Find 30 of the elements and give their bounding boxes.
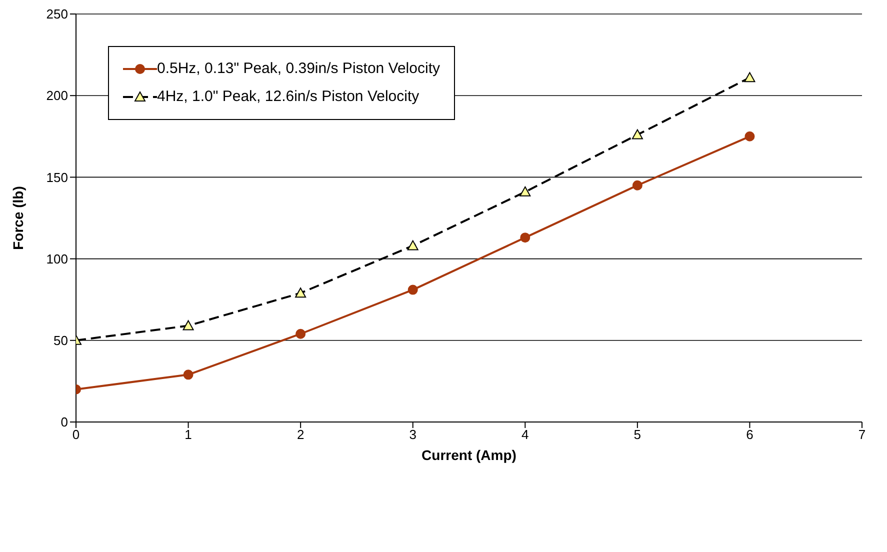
point (408, 284, 418, 295)
point (182, 320, 194, 330)
x-tick-label: 0 (72, 427, 80, 442)
y-tick-label: 150 (46, 170, 68, 185)
point (407, 240, 418, 250)
point (183, 370, 194, 380)
x-tick-label: 6 (746, 427, 754, 442)
point (295, 288, 306, 298)
x-tick-label: 7 (858, 427, 866, 442)
x-tick-label: 4 (522, 427, 529, 442)
x-tick-label: 2 (296, 427, 304, 442)
x-tick-label: 5 (634, 427, 642, 442)
x-tick-label: 1 (184, 427, 192, 442)
x-axis-title: Current (Amp) (422, 447, 516, 463)
legend-label: 4Hz, 1.0" Peak, 12.6in/s Piston Velocity (157, 87, 420, 107)
y-tick-label: 50 (54, 333, 68, 348)
legend-label: 0.5Hz, 0.13" Peak, 0.39in/s Piston Velocity (157, 59, 440, 79)
point (632, 129, 643, 140)
point (520, 186, 531, 196)
y-tick-label: 250 (46, 6, 68, 22)
point (520, 232, 530, 243)
point (632, 180, 642, 190)
y-tick-label: 100 (46, 251, 68, 266)
x-tick-label: 3 (409, 427, 416, 442)
y-tick-label: 0 (60, 414, 68, 430)
point (744, 131, 755, 142)
point (296, 328, 306, 339)
y-tick-label: 200 (46, 88, 68, 104)
y-axis-title: Force (lb) (10, 186, 26, 250)
point (744, 72, 756, 82)
